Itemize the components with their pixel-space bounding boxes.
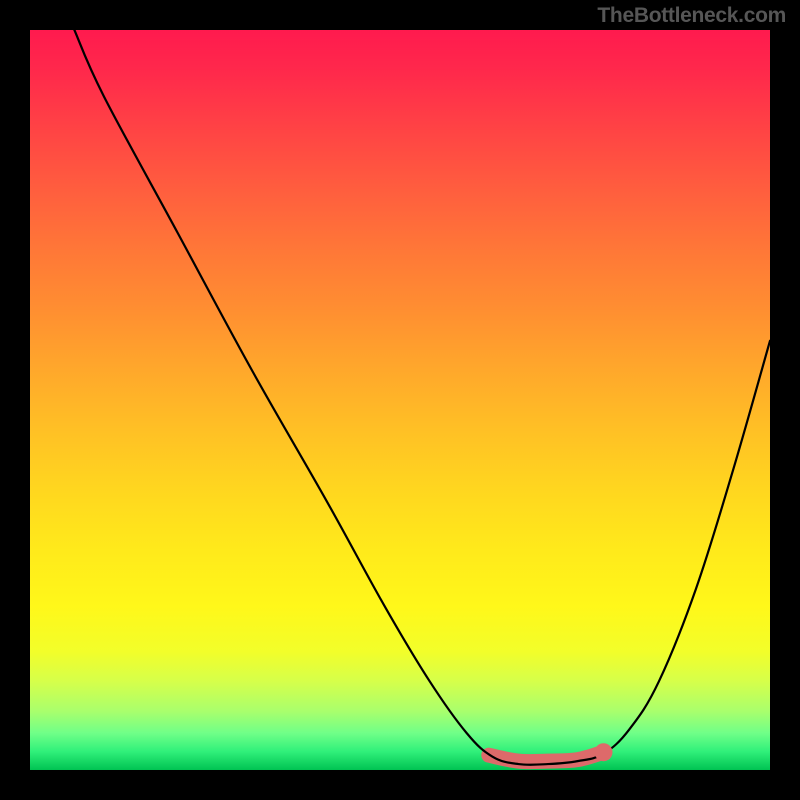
chart-background bbox=[30, 30, 770, 770]
optimal-point-marker bbox=[595, 743, 613, 761]
bottleneck-curve-chart bbox=[30, 30, 770, 770]
chart-container: TheBottleneck.com bbox=[0, 0, 800, 800]
watermark-label: TheBottleneck.com bbox=[597, 4, 786, 28]
